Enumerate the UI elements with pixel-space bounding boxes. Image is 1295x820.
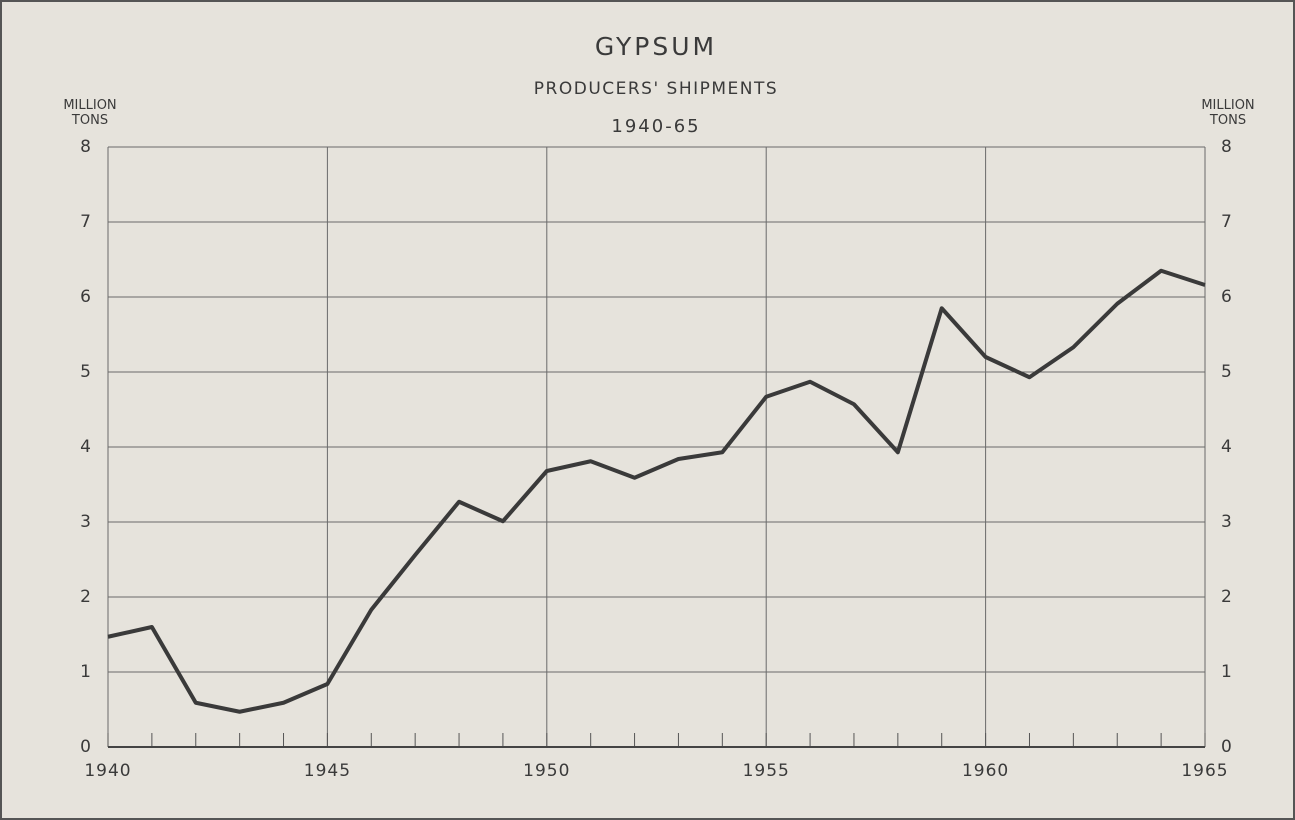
chart-title: GYPSUM <box>595 32 717 61</box>
chart-subtitle: PRODUCERS' SHIPMENTS <box>534 79 778 99</box>
x-tick-label: 1960 <box>962 761 1009 781</box>
y-tick-label: 2 <box>80 587 92 607</box>
y-tick-label: 5 <box>80 362 92 382</box>
y-tick-label: 1 <box>80 662 92 682</box>
x-tick-label: 1965 <box>1181 761 1228 781</box>
y2-tick-label: 1 <box>1221 662 1233 682</box>
y-tick-label: 4 <box>80 437 92 457</box>
y2-tick-label: 2 <box>1221 587 1233 607</box>
y2-tick-label: 6 <box>1221 287 1233 307</box>
y-tick-label: 7 <box>80 212 92 232</box>
y2-tick-label: 4 <box>1221 437 1233 457</box>
y-tick-label: 0 <box>80 737 92 757</box>
y-tick-label: 6 <box>80 287 92 307</box>
y2-tick-label: 7 <box>1221 212 1233 232</box>
y2-tick-label: 5 <box>1221 362 1233 382</box>
x-tick-label: 1955 <box>743 761 790 781</box>
chart-period: 1940-65 <box>611 116 700 137</box>
x-tick-label: 1940 <box>84 761 131 781</box>
y-tick-label: 8 <box>80 137 92 157</box>
data-line <box>107 268 1206 714</box>
x-tick-label: 1945 <box>304 761 351 781</box>
y2-tick-label: 0 <box>1221 737 1233 757</box>
y2-tick-label: 8 <box>1221 137 1233 157</box>
x-tick-label: 1950 <box>523 761 570 781</box>
y-axis-label: MILLION TONS <box>63 98 116 128</box>
y-tick-label: 3 <box>80 512 92 532</box>
y2-tick-label: 3 <box>1221 512 1233 532</box>
y2-axis-label: MILLION TONS <box>1201 98 1254 128</box>
